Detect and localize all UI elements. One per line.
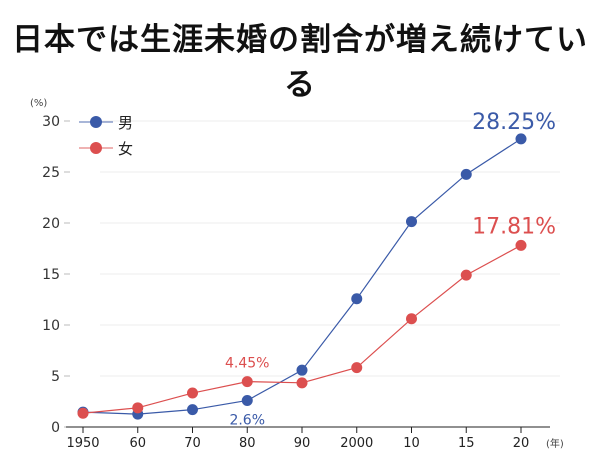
data-point	[460, 269, 472, 281]
data-label: 4.45%	[225, 356, 269, 372]
y-tick-label: 0	[51, 420, 60, 436]
y-tick-label: 10	[42, 318, 60, 334]
x-tick-label: 2000	[340, 436, 373, 451]
y-tick-label: 25	[42, 165, 60, 181]
x-tick-label: 60	[129, 436, 146, 451]
data-point	[77, 407, 89, 419]
x-tick-label: 20	[513, 436, 530, 451]
x-tick-label: 90	[294, 436, 311, 451]
data-label: 17.81%	[472, 214, 556, 239]
x-axis-label: (年)	[546, 437, 564, 450]
data-point	[132, 402, 144, 414]
y-tick-label: 30	[42, 114, 60, 130]
y-tick-label: 20	[42, 216, 60, 232]
legend-label: 女	[118, 140, 133, 158]
y-tick-label: 5	[51, 369, 60, 385]
x-tick-label: 1950	[66, 436, 99, 451]
y-axis-label: (%)	[30, 98, 47, 109]
data-point	[296, 377, 308, 389]
data-point	[296, 364, 308, 376]
data-point	[460, 168, 472, 180]
x-tick-label: 80	[239, 436, 256, 451]
legend-label: 男	[118, 114, 133, 132]
data-point	[351, 293, 363, 305]
x-tick-label: 10	[403, 436, 420, 451]
data-label: 28.25%	[472, 110, 556, 135]
data-point	[515, 133, 527, 145]
chart-title: 日本では生涯未婚の割合が増え続けている	[12, 22, 588, 103]
data-point	[406, 313, 417, 325]
x-tick-label: 15	[458, 436, 475, 451]
y-tick-label: 15	[42, 267, 60, 283]
data-point	[241, 376, 253, 388]
legend-marker	[90, 142, 102, 154]
data-point	[406, 216, 417, 228]
data-point	[187, 387, 198, 399]
legend-marker	[90, 116, 102, 128]
data-label: 2.6%	[229, 412, 265, 428]
data-point	[515, 239, 527, 251]
data-point	[351, 362, 363, 374]
x-tick-label: 70	[184, 436, 201, 451]
data-point	[187, 404, 198, 416]
data-point	[241, 394, 253, 406]
